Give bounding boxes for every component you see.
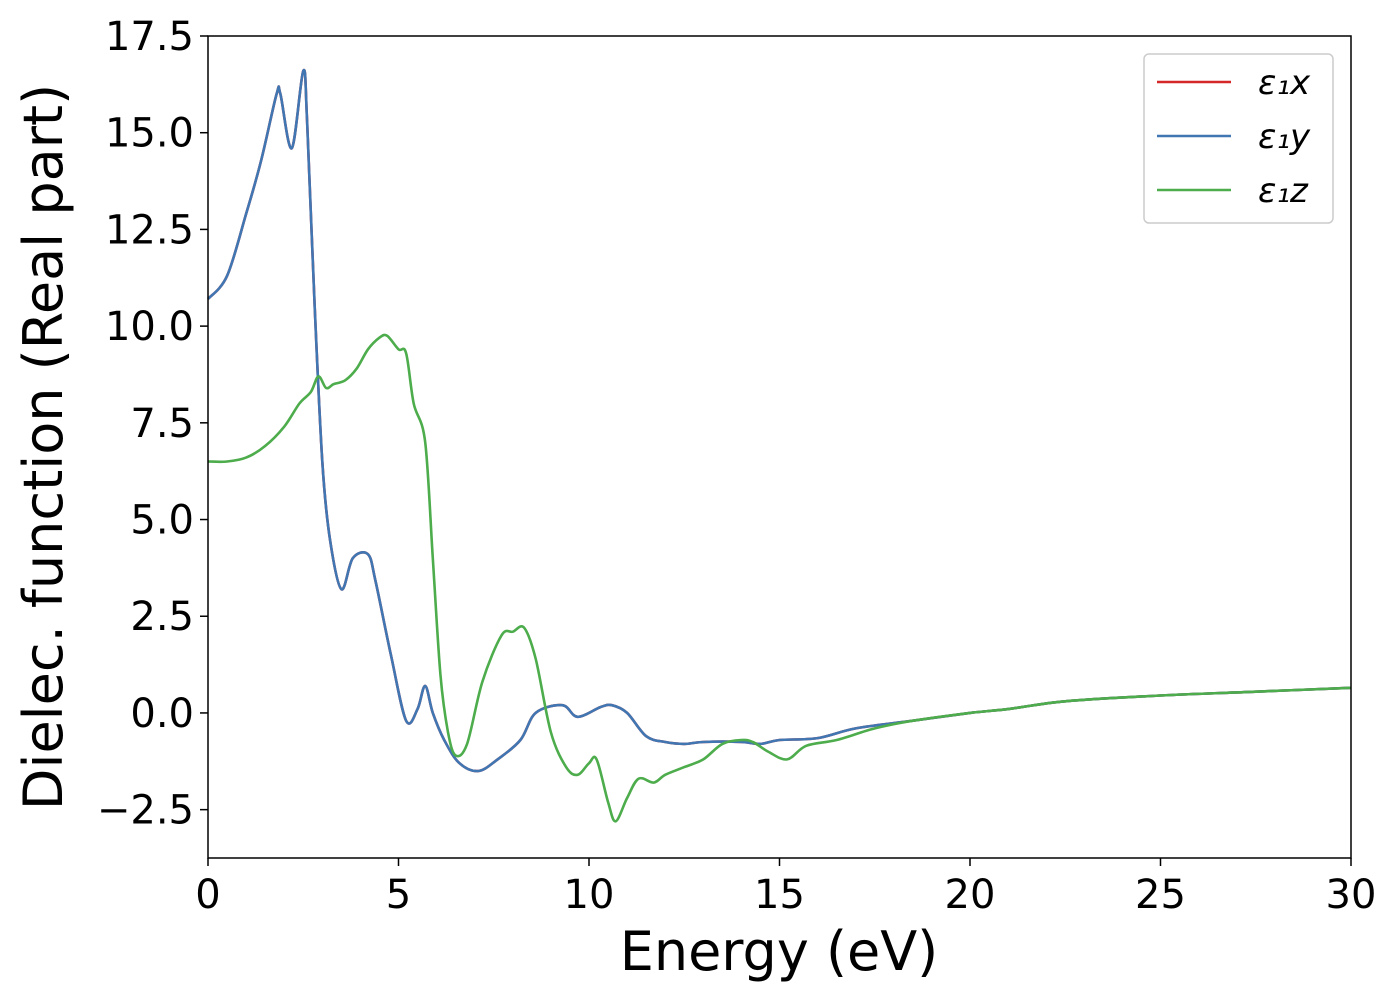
y-tick-label: 15.0 <box>105 111 194 157</box>
y-tick-label: 12.5 <box>105 207 194 253</box>
x-axis-ticks: 0 5 10 15 20 25 30 <box>195 858 1376 918</box>
legend-box <box>1143 53 1334 224</box>
y-tick-label: 2.5 <box>130 594 194 640</box>
plot-frame <box>207 35 1352 859</box>
series-lines <box>207 68 1352 823</box>
x-tick-label: 30 <box>1326 872 1377 918</box>
legend-label-epsilon1-z: ε₁z <box>1258 171 1309 211</box>
y-tick-label: 17.5 <box>105 14 194 60</box>
series-line-epsilon1-z <box>207 333 1352 823</box>
legend-label-epsilon1-x: ε₁x <box>1258 63 1311 103</box>
series-line-epsilon1-y <box>207 68 1352 773</box>
x-tick-label: 15 <box>754 872 805 918</box>
y-axis-ticks: −2.5 0.0 2.5 5.0 7.5 10.0 12.5 15.0 17.5 <box>97 14 208 834</box>
legend: ε₁x ε₁y ε₁z <box>1143 53 1334 224</box>
legend-entries: ε₁x ε₁y ε₁z <box>1157 63 1311 211</box>
x-tick-label: 25 <box>1135 872 1186 918</box>
y-tick-label: 0.0 <box>130 691 194 737</box>
y-axis-title: Dielec. function (Real part) <box>12 84 75 810</box>
x-tick-label: 5 <box>386 872 411 918</box>
x-tick-label: 20 <box>945 872 996 918</box>
y-tick-label: 7.5 <box>130 401 194 447</box>
y-tick-label: 5.0 <box>130 498 194 544</box>
y-tick-label: −2.5 <box>97 788 194 834</box>
x-tick-label: 0 <box>195 872 220 918</box>
x-axis-title: Energy (eV) <box>620 920 939 983</box>
legend-label-epsilon1-y: ε₁y <box>1258 117 1311 157</box>
x-tick-label: 10 <box>564 872 615 918</box>
y-tick-label: 10.0 <box>105 304 194 350</box>
